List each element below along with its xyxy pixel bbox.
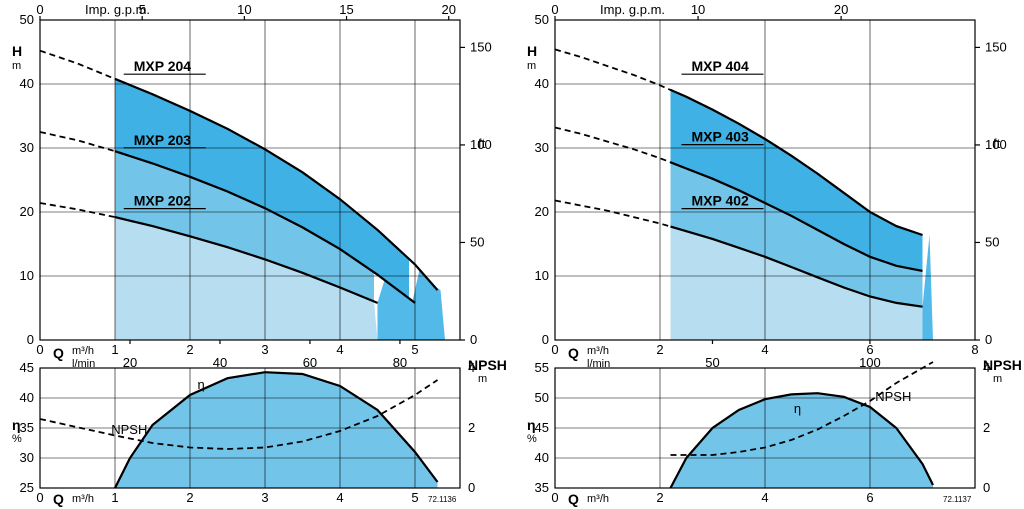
svg-text:4: 4 [336,342,343,357]
svg-text:8: 8 [971,342,978,357]
svg-text:2: 2 [656,490,663,505]
svg-text:20: 20 [834,2,848,17]
svg-text:NPSH: NPSH [875,389,911,404]
svg-text:0: 0 [551,490,558,505]
svg-text:0: 0 [542,332,549,347]
svg-text:0: 0 [551,342,558,357]
svg-text:15: 15 [339,2,353,17]
svg-text:150: 150 [470,39,492,54]
series-label: MXP 404 [692,58,750,74]
svg-text:m: m [12,60,21,72]
svg-text:0: 0 [551,2,558,17]
svg-text:10: 10 [20,268,34,283]
svg-text:2: 2 [186,490,193,505]
svg-text:Q: Q [568,491,579,507]
svg-text:m³/h: m³/h [72,493,94,505]
svg-text:10: 10 [691,2,705,17]
svg-text:0: 0 [36,2,43,17]
svg-text:50: 50 [985,234,999,249]
svg-text:20: 20 [441,2,455,17]
svg-text:m: m [478,373,487,385]
svg-text:η: η [794,401,801,416]
svg-text:30: 30 [535,140,549,155]
svg-text:η: η [198,377,205,392]
svg-text:5: 5 [411,342,418,357]
svg-text:25: 25 [20,480,34,495]
svg-text:4: 4 [761,342,768,357]
svg-text:10: 10 [535,268,549,283]
svg-text:1: 1 [111,490,118,505]
svg-text:Q: Q [53,491,64,507]
footnote: 72.1136 [428,495,457,504]
npsh-axis-title: NPSH [468,357,507,373]
series-label: MXP 403 [692,129,750,145]
svg-text:45: 45 [20,360,34,375]
svg-text:40: 40 [20,76,34,91]
svg-text:150: 150 [985,39,1007,54]
svg-text:m³/h: m³/h [587,345,609,357]
series-label: MXP 204 [134,58,192,74]
svg-text:m: m [527,60,536,72]
svg-text:m³/h: m³/h [587,493,609,505]
svg-text:4: 4 [336,490,343,505]
x-axis-title: Q [53,345,64,361]
y-axis-title: H [527,43,537,59]
svg-text:40: 40 [535,450,549,465]
svg-text:2: 2 [468,420,475,435]
svg-text:50: 50 [535,390,549,405]
top-axis-title: Imp. g.p.m. [600,2,665,17]
x-axis-title: Q [568,345,579,361]
svg-text:50: 50 [470,234,484,249]
eta-axis-title: η [12,417,21,433]
series-label: MXP 402 [692,193,750,209]
svg-text:0: 0 [27,332,34,347]
svg-text:35: 35 [535,480,549,495]
y-axis-title: H [12,43,22,59]
pump-performance-charts: { "layout": { "left_main": { "x": 40, "y… [0,0,1024,509]
svg-text:3: 3 [261,342,268,357]
series-label: MXP 202 [134,193,192,209]
series-label: MXP 203 [134,132,192,148]
eta-axis-title: η [527,417,536,433]
svg-text:50: 50 [20,12,34,27]
footnote: 72.1137 [943,495,972,504]
svg-text:1: 1 [111,342,118,357]
svg-text:50: 50 [535,12,549,27]
svg-text:2: 2 [983,420,990,435]
svg-text:6: 6 [866,490,873,505]
svg-text:0: 0 [36,342,43,357]
svg-text:2: 2 [186,342,193,357]
svg-text:55: 55 [535,360,549,375]
svg-text:0: 0 [36,490,43,505]
svg-text:40: 40 [20,390,34,405]
svg-text:m: m [993,373,1002,385]
svg-text:30: 30 [20,450,34,465]
svg-text:3: 3 [261,490,268,505]
svg-text:20: 20 [535,204,549,219]
svg-text:10: 10 [237,2,251,17]
svg-text:0: 0 [985,332,992,347]
svg-text:20: 20 [20,204,34,219]
chart-canvas: MXP 204MXP 203MXP 2020123450102030405020… [0,0,1024,509]
svg-text:0: 0 [468,480,475,495]
svg-text:%: % [527,433,537,445]
right-axis-unit: ft [993,136,1001,151]
top-axis-title: Imp. g.p.m. [85,2,150,17]
svg-text:0: 0 [983,480,990,495]
svg-text:30: 30 [20,140,34,155]
svg-text:NPSH: NPSH [111,422,147,437]
svg-text:5: 5 [411,490,418,505]
svg-text:%: % [12,433,22,445]
right-axis-unit: ft [478,136,486,151]
svg-text:0: 0 [470,332,477,347]
npsh-axis-title: NPSH [983,357,1022,373]
svg-text:2: 2 [656,342,663,357]
svg-text:4: 4 [761,490,768,505]
svg-text:40: 40 [535,76,549,91]
svg-text:m³/h: m³/h [72,345,94,357]
